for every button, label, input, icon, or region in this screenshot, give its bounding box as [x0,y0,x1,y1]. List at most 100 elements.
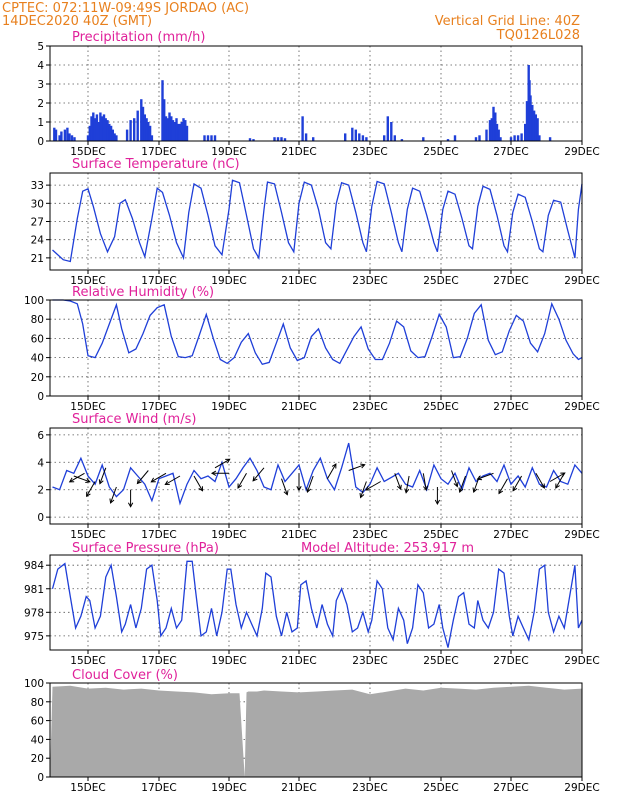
wind-arrow [364,481,381,491]
precipitation-panel: Precipitation (mm/h) 0 1 2 3 4 5 15DEC 17DEC 19D… [37,30,599,158]
precip-xtick-label: 19DEC [211,146,246,158]
precip-bar [280,137,283,141]
rh-xtick-label: 29DEC [564,401,599,413]
precip-bar [166,118,169,141]
precip-bar [115,135,118,141]
precip-bar [129,120,132,141]
station-header: CPTEC: 072:11W-09:49S JORDAO (AC) [2,1,249,16]
precip-bar [534,114,537,141]
wind-xtick-label: 23DEC [352,529,387,541]
pres-xtick-label: 15DEC [70,655,105,667]
wind-xtick-label: 15DEC [70,529,105,541]
wind-arrow [193,475,204,492]
precip-bar [351,127,354,141]
precip-bar [68,133,71,141]
precip-bar [354,129,357,141]
precip-bar [58,135,61,141]
precip-bar [358,133,361,141]
precip-bar [73,137,76,141]
wind-arrow [281,478,289,496]
pres-xtick-label: 25DEC [423,655,458,667]
wind-ytick-label: 0 [37,512,44,524]
cloud-xtick-label: 25DEC [423,782,458,794]
wind-xtick-label: 17DEC [141,529,176,541]
precip-bar [210,135,213,141]
precip-bar [60,131,63,141]
wind-ytick-label: 2 [37,485,44,497]
precip-bar [548,137,552,141]
precip-bar [203,135,206,141]
rh-xtick-label: 25DEC [423,401,458,413]
temp-xtick-label: 17DEC [141,275,176,287]
temp-xtick-label: 23DEC [352,275,387,287]
precip-bar [499,137,502,141]
precip-bar [184,120,187,141]
precip-xtick-label: 25DEC [423,146,458,158]
cloud-ytick-label: 40 [31,734,44,746]
cloud-xtick-label: 29DEC [564,782,599,794]
precip-ytick-label: 1 [37,117,44,129]
wind-arrow [359,481,367,499]
precip-bar [161,80,164,141]
wind-arrow [555,473,565,489]
precip-ytick-label: 4 [37,60,44,72]
wind-arrow [498,478,508,495]
relative-humidity-panel: Relative Humidity (%) 0 20 40 60 80 100 15DEC 1… [24,285,600,413]
precip-bar [93,118,97,141]
pres-frame [49,554,583,651]
precip-bar [344,133,347,141]
precip-bar [497,129,500,141]
wind-arrow [451,470,459,488]
wind-arrow [136,470,149,485]
wind-xtick-label: 27DEC [493,529,528,541]
grid-note: Vertical Grid Line: 40Z [435,14,580,29]
wind-xtick-label: 25DEC [423,529,458,541]
temp-ytick-label: 30 [31,198,44,210]
precip-bar [495,123,499,141]
precip-bar [136,110,139,141]
precip-bar [386,116,389,141]
precip-bar [104,118,107,141]
precip-bar [365,137,368,141]
wind-arrow [237,473,247,489]
cloud-xtick-label: 19DEC [211,782,246,794]
precip-bar [182,118,185,141]
pres-xtick-label: 23DEC [352,655,387,667]
precip-bar [178,123,182,141]
precip-bar [478,135,481,141]
rh-xtick-label: 21DEC [281,401,316,413]
pres-ytick-label: 978 [24,607,44,619]
wind-arrow [214,458,231,469]
precip-bar [513,135,516,141]
precip-bar [150,135,154,141]
wind-arrow [127,489,134,508]
precip-bar [92,112,95,141]
surface-temperature-title: Surface Temperature (nC) [72,157,240,172]
wind-xtick-label: 19DEC [211,529,246,541]
run-datetime: 14DEC2020 40Z (GMT) [2,14,152,29]
precip-bar [168,112,171,141]
rh-ytick-label: 100 [24,295,44,307]
precip-bar [536,118,539,141]
pres-ytick-label: 975 [24,631,44,643]
precip-bar [101,116,104,141]
relative-humidity-title: Relative Humidity (%) [72,285,214,300]
precip-bar [54,129,58,141]
precip-bar [90,116,93,141]
precip-bar [273,137,276,141]
wind-xtick-label: 21DEC [281,529,316,541]
precip-bar [400,139,404,141]
rh-series-line [52,299,583,366]
rh-xtick-label: 15DEC [70,401,105,413]
precip-bar [283,138,287,141]
precip-xtick-label: 15DEC [70,146,105,158]
precip-bar [312,137,315,141]
model-code: TQ0126L028 [496,28,580,43]
cloud-cover-panel: Cloud Cover (%) 0 20 40 60 80 100 15DEC 17DEC 19… [24,668,600,794]
precip-frame [49,45,583,142]
precip-bar [147,122,150,141]
cloud-ytick-label: 20 [31,753,44,765]
precip-bar [383,135,386,141]
rh-frame [49,299,583,397]
